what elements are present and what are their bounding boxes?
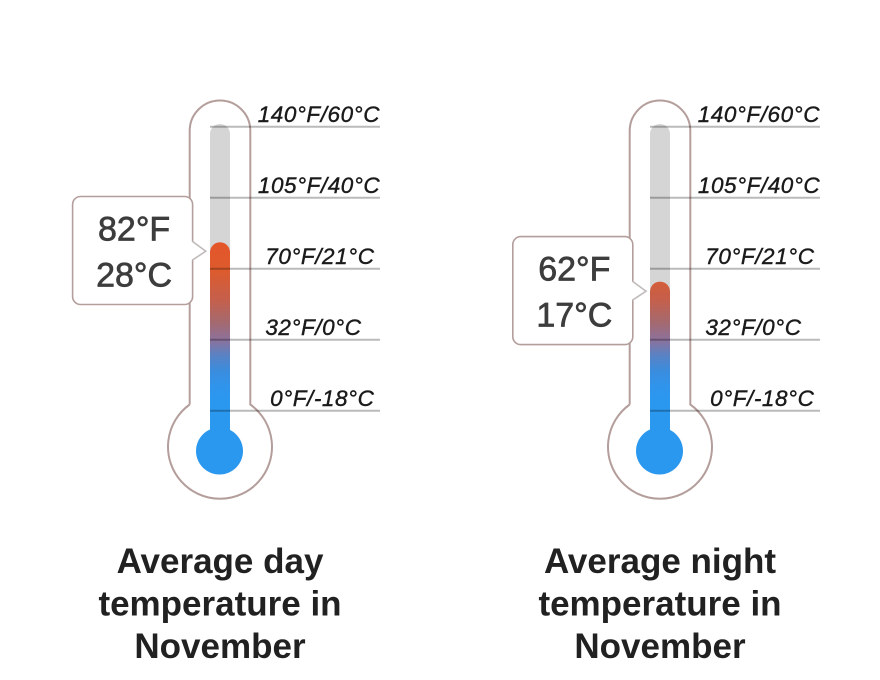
- svg-text:140°F/60°C: 140°F/60°C: [258, 102, 381, 127]
- svg-text:0°F/-18°C: 0°F/-18°C: [270, 386, 374, 411]
- svg-text:November: November: [134, 627, 306, 666]
- svg-text:17°C: 17°C: [536, 297, 612, 335]
- svg-text:0°F/-18°C: 0°F/-18°C: [710, 386, 814, 411]
- svg-text:105°F/40°C: 105°F/40°C: [698, 173, 821, 198]
- svg-text:32°F/0°C: 32°F/0°C: [265, 315, 361, 340]
- svg-text:Average night: Average night: [544, 542, 776, 581]
- svg-text:62°F: 62°F: [538, 251, 610, 289]
- svg-text:82°F: 82°F: [98, 211, 170, 249]
- svg-text:70°F/21°C: 70°F/21°C: [705, 244, 814, 269]
- svg-text:Average day: Average day: [117, 542, 324, 581]
- svg-text:temperature in: temperature in: [98, 585, 341, 624]
- svg-text:28°C: 28°C: [96, 256, 172, 294]
- svg-text:32°F/0°C: 32°F/0°C: [705, 315, 801, 340]
- svg-text:105°F/40°C: 105°F/40°C: [258, 173, 381, 198]
- svg-text:November: November: [574, 627, 746, 666]
- svg-text:140°F/60°C: 140°F/60°C: [698, 102, 821, 127]
- svg-text:70°F/21°C: 70°F/21°C: [265, 244, 374, 269]
- svg-text:temperature in: temperature in: [538, 585, 781, 624]
